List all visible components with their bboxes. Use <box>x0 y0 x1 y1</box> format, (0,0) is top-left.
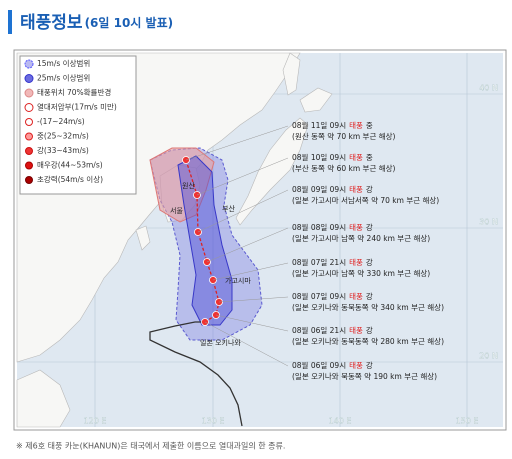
forecast-location: (일본 오키나와 동북동쪽 약 340 km 부근 해상) <box>292 302 444 312</box>
probability-radius <box>149 147 215 223</box>
forecast-category: 태풍 <box>349 361 363 370</box>
forecast-time-line: 08월 10일 09시 태풍 중 <box>292 152 373 162</box>
forecast-location: (일본 가고시마 남쪽 약 330 km 부근 해상) <box>292 268 430 278</box>
longitude-label: 130 E <box>202 417 225 426</box>
footnote: ※ 제6호 태풍 카눈(KHANUN)은 태국에서 제출한 이름으로 열대과일의… <box>16 441 285 451</box>
past-track <box>149 321 243 427</box>
legend-label: 15m/s 이상범위 <box>37 58 90 68</box>
place-label: 서울 <box>170 206 183 215</box>
forecast-category: 태풍 <box>349 185 363 194</box>
leader-line <box>206 227 289 263</box>
forecast-time: 08월 11일 09시 <box>292 120 346 130</box>
forecast-labels: 08월 11일 09시 태풍 중(원산 동쪽 약 70 km 부근 해상)08월 1… <box>185 120 444 381</box>
legend-label: 열대저압부(17m/s 미만) <box>37 103 117 112</box>
forecast-time-line: 08월 06일 21시 태풍 강 <box>292 325 373 335</box>
forecast-location: (일본 가고시마 남쪽 약 240 km 부근 해상) <box>292 233 430 243</box>
forecast-intensity: 강 <box>366 257 373 267</box>
forecast-time-line: 08월 07일 21시 태풍 강 <box>292 257 373 267</box>
forecast-location: (일본 오키나와 북동쪽 약 190 km 부근 해상) <box>292 371 437 381</box>
legend-label: 초강력(54m/s 이상) <box>37 174 103 184</box>
legend-box <box>19 55 137 195</box>
forecast-time-line: 08월 08일 09시 태풍 강 <box>292 222 373 232</box>
legend-label: -(17~24m/s) <box>37 117 85 126</box>
forecast-category: 태풍 <box>349 121 363 130</box>
leader-line <box>218 296 289 303</box>
place-label: 가고시마 <box>225 276 251 285</box>
forecast-intensity: 중 <box>366 153 373 162</box>
leader-line <box>204 321 289 367</box>
legend-icons <box>24 59 34 184</box>
forecast-intensity: 강 <box>366 325 373 335</box>
forecast-time: 08월 06일 21시 <box>292 325 346 335</box>
forecast-time-line: 08월 09일 09시 태풍 강 <box>292 184 373 194</box>
forecast-time: 08월 07일 09시 <box>292 291 346 301</box>
title: 태풍정보 <box>20 13 83 33</box>
longitude-label: 150 E <box>456 417 479 426</box>
forecast-category: 태풍 <box>349 153 363 162</box>
forecast-location: (일본 오키나와 동북동쪽 약 280 km 부근 해상) <box>292 336 444 346</box>
forecast-time: 08월 06일 09시 <box>292 360 346 370</box>
page-title: 태풍정보 (6일 10시 발표) <box>20 13 173 33</box>
forecast-time-line: 08월 06일 09시 태풍 강 <box>292 360 373 370</box>
forecast-intensity: 강 <box>366 184 373 194</box>
forecast-category: 태풍 <box>349 292 363 301</box>
forecast-category: 태풍 <box>349 223 363 232</box>
forecast-intensity: 강 <box>366 291 373 301</box>
forecast-time: 08월 10일 09시 <box>292 152 346 162</box>
forecast-location: (원산 동쪽 약 70 km 부근 해상) <box>292 131 396 141</box>
latitude-label: 20 N <box>479 352 498 361</box>
forecast-intensity: 중 <box>366 121 373 130</box>
longitude-label: 120 E <box>84 417 107 426</box>
forecast-category: 태풍 <box>349 326 363 335</box>
leader-line <box>185 125 289 161</box>
leader-line <box>197 189 289 233</box>
place-label: 일본 오키나와 <box>200 338 241 347</box>
leader-line <box>196 157 289 196</box>
latitude-label: 40 N <box>479 84 498 93</box>
forecast-category: 태풍 <box>349 258 363 267</box>
longitude-label: 140 E <box>329 417 352 426</box>
legend-label: 25m/s 이상범위 <box>37 73 90 83</box>
radius-25ms <box>177 155 233 326</box>
forecast-location: (부산 동쪽 약 60 km 부근 해상) <box>292 163 396 173</box>
legend-label: 강(33~43m/s) <box>37 145 89 155</box>
legend-label: 매우강(44~53m/s) <box>37 160 103 170</box>
forecast-location: (일본 가고시마 서남서쪽 약 70 km 부근 해상) <box>292 195 439 205</box>
place-label: 원산 <box>182 181 195 190</box>
leader-line <box>212 262 289 281</box>
latitude-label: 30 N <box>479 218 498 227</box>
forecast-time-line: 08월 07일 09시 태풍 강 <box>292 291 373 301</box>
legend-label: 중(25~32m/s) <box>37 132 89 141</box>
place-label: 부산 <box>222 204 235 213</box>
forecast-time: 08월 08일 09시 <box>292 222 346 232</box>
leader-line <box>215 314 289 332</box>
title-accent <box>8 10 12 34</box>
legend-label: 태풍위치 70%확률반경 <box>37 87 111 97</box>
forecast-time-line: 08월 11일 09시 태풍 중 <box>292 120 373 130</box>
forecast-intensity: 강 <box>366 222 373 232</box>
subtitle: (6일 10시 발표) <box>85 15 174 30</box>
forecast-time: 08월 09일 09시 <box>292 184 346 194</box>
forecast-time: 08월 07일 21시 <box>292 257 346 267</box>
forecast-intensity: 강 <box>366 360 373 370</box>
